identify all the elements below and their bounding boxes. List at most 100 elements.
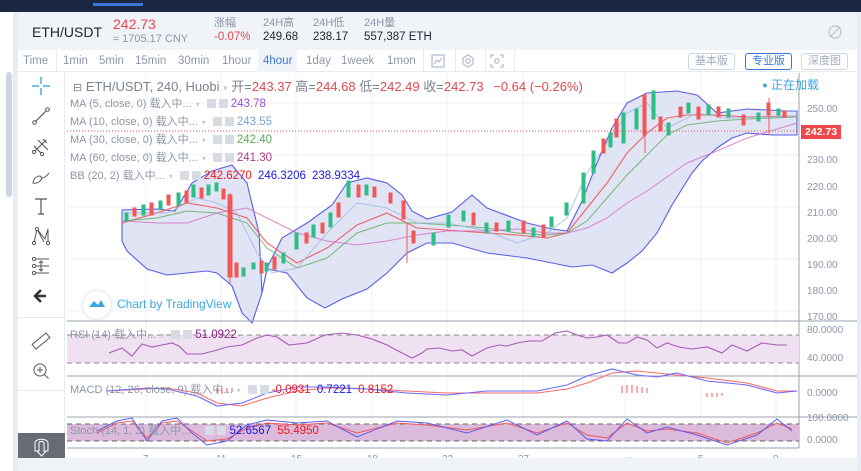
stat-value: 238.17 [313,31,349,43]
pro-version-button[interactable]: 专业版 [745,53,792,70]
indicator-label: MACD (12, 26, close, 9) 载入中... [70,384,233,396]
left-scrollbar[interactable] [6,72,12,197]
zoom-in-tool[interactable] [30,360,52,382]
ma5-legend[interactable]: MA (5, close, 0) 载入中... ▾ 243.78 [70,95,266,111]
ruler-tool[interactable] [30,330,52,352]
y-axis-label: 230.00 [807,155,838,166]
indicator-label: Stoch (14, 1, 3) 载入中... [70,425,191,437]
chevron-down-icon[interactable]: ▾ [201,136,206,145]
tradingview-logo-icon [83,291,111,319]
magnet-tool[interactable] [18,433,65,460]
macd-value: 0.7221 [316,384,353,396]
indicator-label: MA (30, close, 0) 载入中... [70,134,198,146]
gear-icon[interactable] [171,330,181,339]
y-axis-label: 180.00 [807,286,838,297]
chevron-down-icon[interactable]: ▾ [194,427,199,436]
y-axis-label: 210.00 [807,208,838,219]
divider [514,50,515,72]
pattern-tool[interactable] [30,225,52,247]
chevron-down-icon[interactable]: ▾ [201,154,206,163]
gear-icon[interactable] [205,426,215,435]
series-title[interactable]: ETH/USDT, 240, Huobi [85,79,220,94]
brush-tool[interactable] [30,165,52,187]
watermark-text: Chart by TradingView [117,297,232,312]
stat-label: 涨幅 [214,17,236,29]
gear-icon[interactable] [247,385,257,394]
rsi-legend[interactable]: RSI (14) 载入中... ▾ 51.0922 [70,326,237,342]
tradingview-watermark[interactable]: Chart by TradingView [83,291,232,319]
chevron-down-icon[interactable]: ▾ [201,118,206,127]
gear-icon[interactable] [212,117,222,126]
chart-canvas[interactable] [67,73,857,467]
close-value: 242.73 [443,79,484,94]
interval-1mon[interactable]: 1mon [387,55,416,67]
ma30-legend[interactable]: MA (30, close, 0) 载入中... ▾ 242.40 [70,131,272,147]
open-label: 开= [231,79,252,94]
collapse-icon[interactable]: ⊟ [73,82,83,94]
hide-drawings-icon[interactable] [827,24,842,39]
depth-chart-button[interactable]: 深度图 [801,53,848,70]
chevron-down-icon[interactable]: ▾ [168,172,173,181]
macd-signal-value: 0.8152 [358,384,394,396]
measure-tool[interactable] [30,255,52,277]
close-label: 收= [423,79,444,94]
stoch-k-value: 52.6567 [229,425,272,437]
gear-icon[interactable] [212,135,222,144]
crosshair-tool[interactable] [30,75,52,97]
interval-4hour[interactable]: 4hour [258,50,298,72]
interval-1week[interactable]: 1week [341,55,375,67]
indicator-button[interactable] [426,50,454,72]
text-tool[interactable] [30,195,52,217]
gear-icon[interactable] [179,171,189,180]
interval-5min[interactable]: 5min [99,55,124,67]
close-icon[interactable] [224,153,234,162]
high-value: 244.68 [315,79,356,94]
close-icon[interactable] [191,171,201,180]
chevron-down-icon[interactable]: ▾ [160,331,165,340]
interval-1hour[interactable]: 1hour [222,55,252,67]
browser-top-bar [0,0,861,12]
indicator-icon [431,54,445,68]
bb-upper-value: 246.3206 [257,170,306,182]
stat-24h-low: 24H低 238.17 [313,16,348,44]
stat-label: 24H高 [263,17,295,29]
bb-basis-value: 242.6270 [203,170,252,182]
pitchfork-tool[interactable] [30,135,52,157]
arrow-left-icon [33,289,46,303]
interval-time[interactable]: Time [23,55,49,67]
close-icon[interactable] [218,99,228,108]
interval-15min[interactable]: 15min [135,55,167,67]
basic-version-button[interactable]: 基本版 [688,53,735,70]
indicator-value: 243.55 [236,116,273,128]
settings-button[interactable] [456,50,484,72]
chevron-down-icon[interactable]: ▾ [195,100,200,109]
brush-icon [32,172,50,184]
close-icon[interactable] [224,135,234,144]
open-value: 243.37 [251,79,292,94]
close-icon[interactable] [224,117,234,126]
indicator-value: 243.78 [230,98,266,110]
gear-icon[interactable] [212,153,222,162]
trendline-tool[interactable] [30,105,52,127]
interval-30min[interactable]: 30min [178,55,210,67]
screenshot-button[interactable] [485,50,513,72]
stat-label: 24H量 [364,17,396,29]
interval-1min[interactable]: 1min [63,55,88,67]
interval-1day[interactable]: 1day [306,55,331,67]
chart-area[interactable]: ⊟ ETH/USDT, 240, Huobi ▾ 开=243.37 高=244.… [67,73,857,469]
stoch-legend[interactable]: Stoch (14, 1, 3) 载入中... ▾ 52.6567 55.4950 [70,422,319,438]
stat-value: 557,387 ETH [364,31,432,43]
close-icon[interactable] [259,385,269,394]
back-tool[interactable] [30,285,52,307]
screenshot-icon [490,54,504,68]
close-icon[interactable] [183,330,193,339]
bb-legend[interactable]: BB (20, 2) 载入中... ▾ 242.6270 246.3206 238… [70,167,360,183]
gear-icon[interactable] [206,99,216,108]
close-icon[interactable] [217,426,227,435]
chevron-down-icon[interactable]: ▾ [236,386,241,395]
ma10-legend[interactable]: MA (10, close, 0) 载入中... ▾ 243.55 [70,113,272,129]
macd-legend[interactable]: MACD (12, 26, close, 9) 载入中... ▾ -0.0931 … [70,381,393,397]
stoch-d-value: 55.4950 [277,425,319,437]
chevron-down-icon[interactable]: ▾ [223,83,228,93]
ma60-legend[interactable]: MA (60, close, 0) 载入中... ▾ 241.30 [70,149,272,165]
